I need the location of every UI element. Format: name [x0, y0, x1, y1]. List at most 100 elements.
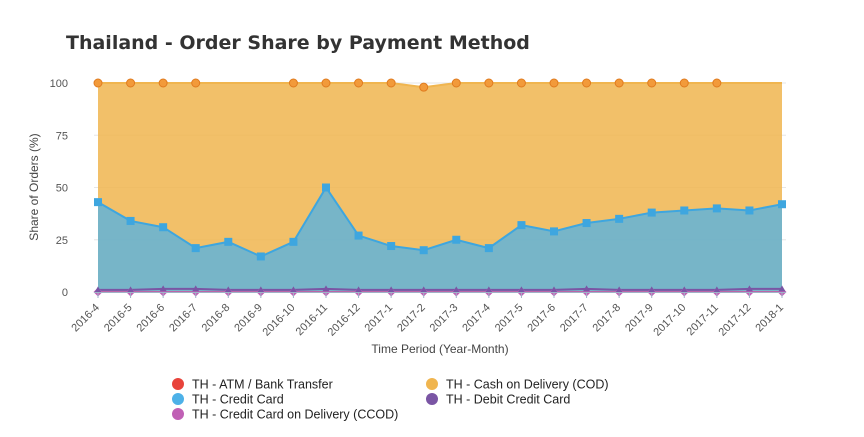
y-tick-label: 25 [56, 235, 68, 247]
marker-debit-credit-card [485, 286, 493, 293]
marker-credit-card [289, 237, 298, 246]
legend-label: TH - Credit Card on Delivery (CCOD) [192, 408, 398, 422]
marker-credit-card [224, 237, 233, 246]
marker-debit-credit-card [745, 285, 753, 292]
marker-credit-card [354, 231, 363, 240]
area-credit-card [98, 187, 782, 292]
x-tick-label: 2018-1 [753, 302, 786, 335]
marker-credit-card [647, 208, 656, 217]
marker-credit-card [484, 244, 493, 253]
legend-item: TH - Debit Credit Card [426, 393, 570, 407]
marker-credit-card [615, 214, 624, 223]
legend-label: TH - Debit Credit Card [446, 393, 570, 407]
y-tick-label: 100 [50, 78, 68, 90]
marker-debit-credit-card [192, 285, 200, 292]
marker-cod [93, 78, 103, 88]
marker-cod [484, 78, 494, 88]
marker-cod [354, 78, 364, 88]
marker-debit-credit-card [387, 286, 395, 293]
marker-credit-card [126, 216, 135, 225]
marker-debit-credit-card [159, 285, 167, 292]
marker-debit-credit-card [289, 286, 297, 293]
x-tick-label: 2016-6 [135, 302, 168, 335]
x-tick-label: 2016-8 [200, 302, 233, 335]
marker-cod [126, 78, 136, 88]
marker-credit-card [582, 219, 591, 228]
marker-cod [582, 78, 592, 88]
marker-debit-credit-card [452, 286, 460, 293]
legend-label: TH - Credit Card [192, 393, 284, 407]
legend-label: TH - Cash on Delivery (COD) [446, 378, 609, 392]
marker-credit-card [159, 223, 168, 232]
x-tick-label: 2017-1 [363, 302, 396, 335]
legend-item: TH - Cash on Delivery (COD) [426, 378, 609, 392]
y-tick-label: 50 [56, 183, 68, 195]
legend-swatch-icon [172, 393, 184, 405]
marker-debit-credit-card [583, 285, 591, 292]
marker-credit-card [191, 244, 200, 253]
legend: TH - ATM / Bank Transfer TH - Cash on Del… [172, 378, 609, 422]
y-tick-label: 0 [62, 287, 68, 299]
marker-debit-credit-card [420, 286, 428, 293]
x-tick-label: 2016-12 [326, 302, 363, 339]
marker-credit-card [517, 221, 526, 230]
y-tick-label: 75 [56, 130, 68, 142]
marker-credit-card [550, 227, 558, 236]
legend-swatch-icon [172, 408, 184, 420]
x-tick-label: 2016-10 [261, 302, 298, 339]
x-tick-label: 2016-4 [69, 302, 102, 335]
marker-debit-credit-card [648, 286, 656, 293]
marker-cod [386, 78, 396, 88]
legend-swatch-icon [426, 378, 438, 390]
legend-swatch-icon [172, 378, 184, 390]
legend-item: TH - Credit Card [172, 393, 284, 407]
legend-swatch-icon [426, 393, 438, 405]
x-tick-label: 2017-2 [395, 302, 428, 335]
marker-debit-credit-card [224, 286, 232, 293]
line-credit-card [97, 185, 783, 258]
marker-cod [712, 78, 722, 88]
marker-cod [516, 78, 526, 88]
marker-cod [614, 78, 624, 88]
marker-debit-credit-card [257, 286, 265, 293]
marker-credit-card [322, 183, 330, 192]
legend-item: TH - ATM / Bank Transfer [172, 378, 333, 392]
x-axis-label: Time Period (Year-Month) [371, 342, 508, 356]
y-axis-label: Share of Orders (%) [27, 133, 41, 240]
x-tick-label: 2016-7 [167, 302, 200, 335]
x-tick-label: 2017-8 [591, 302, 624, 335]
legend-item: TH - Credit Card on Delivery (CCOD) [172, 408, 398, 422]
marker-debit-credit-card [778, 285, 786, 292]
marker-cod [191, 78, 201, 88]
x-tick-label: 2017-12 [717, 302, 754, 339]
marker-cod [647, 78, 657, 88]
marker-debit-credit-card [322, 285, 330, 292]
x-tick-label: 2017-5 [493, 302, 526, 335]
x-tick-label: 2016-11 [294, 302, 330, 338]
marker-debit-credit-card [615, 286, 623, 293]
chart-title: Thailand - Order Share by Payment Method [66, 32, 530, 54]
marker-cod [321, 78, 331, 88]
marker-credit-card [256, 252, 265, 261]
marker-debit-credit-card [127, 286, 135, 293]
marker-debit-credit-card [550, 286, 558, 293]
x-tick-label: 2017-10 [651, 302, 688, 339]
marker-credit-card [387, 242, 396, 251]
marker-credit-card [419, 246, 428, 255]
marker-cod [549, 78, 559, 88]
x-tick-label: 2017-11 [685, 302, 721, 338]
marker-debit-credit-card [355, 286, 363, 293]
x-tick-label: 2017-7 [558, 302, 591, 335]
marker-debit-credit-card [713, 286, 721, 293]
marker-debit-credit-card [680, 286, 688, 293]
marker-credit-card [680, 206, 689, 215]
marker-debit-credit-card [517, 286, 525, 293]
plot-markers [93, 78, 787, 297]
line-debit-credit-card [98, 287, 782, 291]
marker-credit-card [745, 206, 754, 215]
plot-areas [98, 83, 782, 292]
x-tick-label: 2017-6 [525, 302, 558, 335]
marker-cod [288, 78, 298, 88]
x-tick-label: 2017-4 [460, 302, 493, 335]
marker-cod [158, 78, 168, 88]
